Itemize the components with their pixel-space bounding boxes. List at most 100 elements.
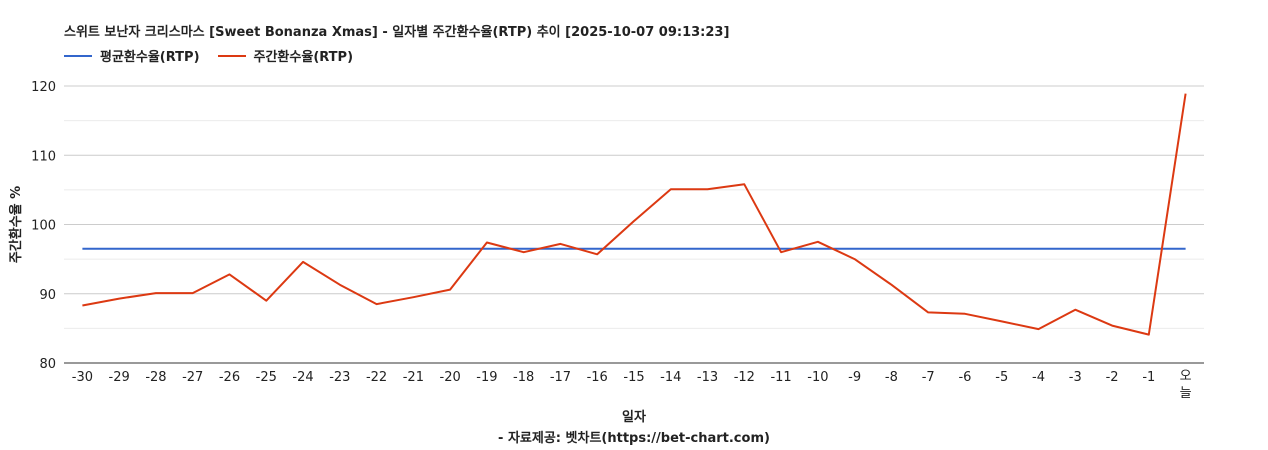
data-point-weekly xyxy=(779,250,783,254)
data-point-average xyxy=(706,247,710,251)
x-tick-label: -14 xyxy=(660,370,681,385)
legend-label-weekly: 주간환수율(RTP) xyxy=(253,50,354,65)
data-point-average xyxy=(816,247,820,251)
y-tick-label: 100 xyxy=(31,219,56,234)
chart-legend: 평균환수율(RTP) 주간환수율(RTP) xyxy=(64,46,371,65)
data-point-average xyxy=(669,247,673,251)
x-tick-label: -18 xyxy=(513,370,534,385)
x-tick-label: -29 xyxy=(109,370,130,385)
x-tick-label: -26 xyxy=(219,370,240,385)
data-point-weekly xyxy=(1147,333,1151,337)
data-point-average xyxy=(1147,247,1151,251)
data-point-average xyxy=(963,247,967,251)
data-point-weekly xyxy=(706,187,710,191)
legend-item-average[interactable]: 평균환수율(RTP) xyxy=(64,46,200,65)
data-point-weekly xyxy=(558,242,562,246)
x-tick-label: -7 xyxy=(922,370,935,385)
x-tick-label: -2 xyxy=(1106,370,1119,385)
data-point-weekly xyxy=(375,302,379,306)
x-tick-label: -19 xyxy=(476,370,497,385)
data-point-weekly xyxy=(1000,319,1004,323)
data-point-average xyxy=(742,247,746,251)
x-axis-title: 일자 xyxy=(622,410,646,425)
x-tick-label: -9 xyxy=(848,370,861,385)
data-point-average xyxy=(375,247,379,251)
data-point-average xyxy=(558,247,562,251)
x-tick-label: -23 xyxy=(329,370,350,385)
data-point-weekly xyxy=(448,288,452,292)
data-point-average xyxy=(338,247,342,251)
x-tick-label: -17 xyxy=(550,370,571,385)
data-point-average xyxy=(1073,247,1077,251)
data-point-weekly xyxy=(1184,92,1188,96)
x-tick-label: -1 xyxy=(1142,370,1155,385)
data-point-weekly xyxy=(485,241,489,245)
x-tick-label: -21 xyxy=(403,370,424,385)
data-point-weekly xyxy=(338,283,342,287)
data-point-weekly xyxy=(669,187,673,191)
legend-item-weekly[interactable]: 주간환수율(RTP) xyxy=(217,46,354,65)
x-tick-label: -3 xyxy=(1069,370,1082,385)
data-point-average xyxy=(1000,247,1004,251)
data-point-weekly xyxy=(191,291,195,295)
data-point-average xyxy=(926,247,930,251)
data-point-weekly xyxy=(816,240,820,244)
x-tick-label: -25 xyxy=(256,370,277,385)
data-point-weekly xyxy=(264,299,268,303)
data-point-weekly xyxy=(963,312,967,316)
x-tick-label: -10 xyxy=(807,370,828,385)
data-point-weekly xyxy=(117,297,121,301)
y-tick-label: 120 xyxy=(31,80,56,95)
x-tick-label: -22 xyxy=(366,370,387,385)
x-tick-label: -13 xyxy=(697,370,718,385)
x-tick-label: -12 xyxy=(734,370,755,385)
data-point-average xyxy=(80,247,84,251)
data-point-weekly xyxy=(595,252,599,256)
x-tick-label: -30 xyxy=(72,370,93,385)
data-point-average xyxy=(522,247,526,251)
data-point-weekly xyxy=(522,250,526,254)
chart-title: 스위트 보난자 크리스마스 [Sweet Bonanza Xmas] - 일자별… xyxy=(64,25,730,40)
data-point-average xyxy=(889,247,893,251)
data-point-average xyxy=(154,247,158,251)
legend-swatch-average xyxy=(64,54,92,57)
x-tick-label: -15 xyxy=(623,370,644,385)
series-line-weekly xyxy=(82,93,1187,336)
data-point-average xyxy=(595,247,599,251)
data-point-average xyxy=(485,247,489,251)
x-tick-label: -16 xyxy=(587,370,608,385)
x-tick-label: -28 xyxy=(145,370,166,385)
source-note: - 자료제공: 벳차트(https://bet-chart.com) xyxy=(498,430,770,446)
x-tick-label: -11 xyxy=(770,370,791,385)
data-point-average xyxy=(1184,247,1188,251)
data-point-average xyxy=(1037,247,1041,251)
data-point-weekly xyxy=(1110,324,1114,328)
x-tick-label: -4 xyxy=(1032,370,1045,385)
data-point-average xyxy=(191,247,195,251)
data-point-average xyxy=(1110,247,1114,251)
data-point-average xyxy=(227,247,231,251)
data-point-weekly xyxy=(742,182,746,186)
y-axis-title: 주간환수율 % xyxy=(8,186,24,263)
data-point-average xyxy=(632,247,636,251)
data-point-weekly xyxy=(301,260,305,264)
data-point-weekly xyxy=(411,295,415,299)
data-point-average xyxy=(301,247,305,251)
y-tick-label: 80 xyxy=(39,357,56,372)
data-point-weekly xyxy=(632,219,636,223)
data-point-average xyxy=(117,247,121,251)
data-point-weekly xyxy=(227,272,231,276)
legend-label-average: 평균환수율(RTP) xyxy=(100,50,200,65)
y-tick-label: 90 xyxy=(39,288,56,303)
legend-swatch-weekly xyxy=(217,54,246,57)
x-tick-label: -20 xyxy=(440,370,461,385)
x-tick-label: -24 xyxy=(292,370,313,385)
y-tick-label: 110 xyxy=(31,149,56,164)
data-point-weekly xyxy=(1073,308,1077,312)
x-tick-label: -27 xyxy=(182,370,203,385)
data-point-average xyxy=(853,247,857,251)
data-point-weekly xyxy=(926,310,930,314)
data-point-average xyxy=(448,247,452,251)
